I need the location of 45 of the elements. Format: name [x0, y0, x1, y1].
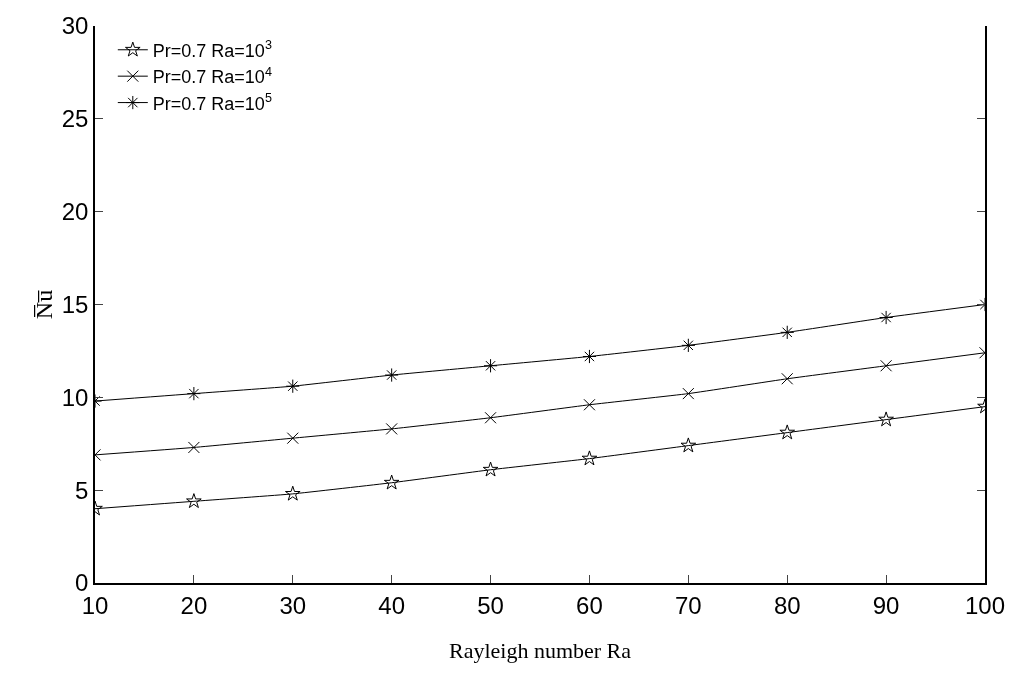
x-tick-label: 80 — [773, 591, 801, 619]
point — [483, 358, 498, 373]
point — [682, 387, 695, 400]
x-axis-title: Rayleigh number Ra — [448, 637, 632, 663]
point — [583, 398, 596, 411]
y-tick-label: 10 — [61, 383, 89, 411]
point — [187, 441, 200, 454]
x-tick-label: 70 — [674, 591, 702, 619]
point — [284, 485, 301, 501]
x-tick-label: 20 — [180, 591, 208, 619]
legend-label: Pr=0.7 Ra=10$^{3}$ — [152, 38, 272, 61]
x-tick-label: 40 — [378, 591, 406, 619]
y-tick-label: 25 — [61, 105, 89, 133]
point — [680, 437, 697, 453]
point — [384, 367, 399, 383]
y-tick-label: 5 — [75, 476, 89, 504]
point — [582, 349, 597, 364]
x-tick-label: 30 — [279, 591, 307, 619]
point — [385, 422, 398, 435]
point — [879, 310, 894, 325]
point — [581, 450, 598, 466]
point — [186, 493, 202, 509]
point — [779, 424, 796, 440]
y-tick-label: 0 — [75, 569, 89, 597]
point — [878, 411, 894, 427]
point — [285, 379, 300, 394]
point — [186, 386, 201, 401]
x-tick-label: 90 — [872, 591, 900, 619]
point — [780, 325, 795, 340]
x-tick-label: 50 — [477, 591, 504, 619]
legend-label: Pr=0.7 Ra=10$^{4}$ — [152, 64, 272, 88]
point — [482, 461, 499, 477]
point — [484, 411, 497, 424]
point — [781, 372, 794, 385]
y-tick-label: 15 — [61, 290, 89, 318]
y-axis-title: N̅u̅ — [31, 289, 58, 320]
point — [880, 359, 893, 372]
x-tick-label: 60 — [576, 591, 603, 619]
legend-label: Pr=0.7 Ra=10$^{5}$ — [152, 91, 272, 114]
x-tick-label: 100 — [964, 591, 1006, 619]
point — [681, 338, 696, 353]
y-tick-label: 30 — [61, 12, 89, 40]
point — [286, 432, 299, 445]
y-tick-label: 20 — [61, 198, 89, 226]
point — [383, 474, 400, 490]
